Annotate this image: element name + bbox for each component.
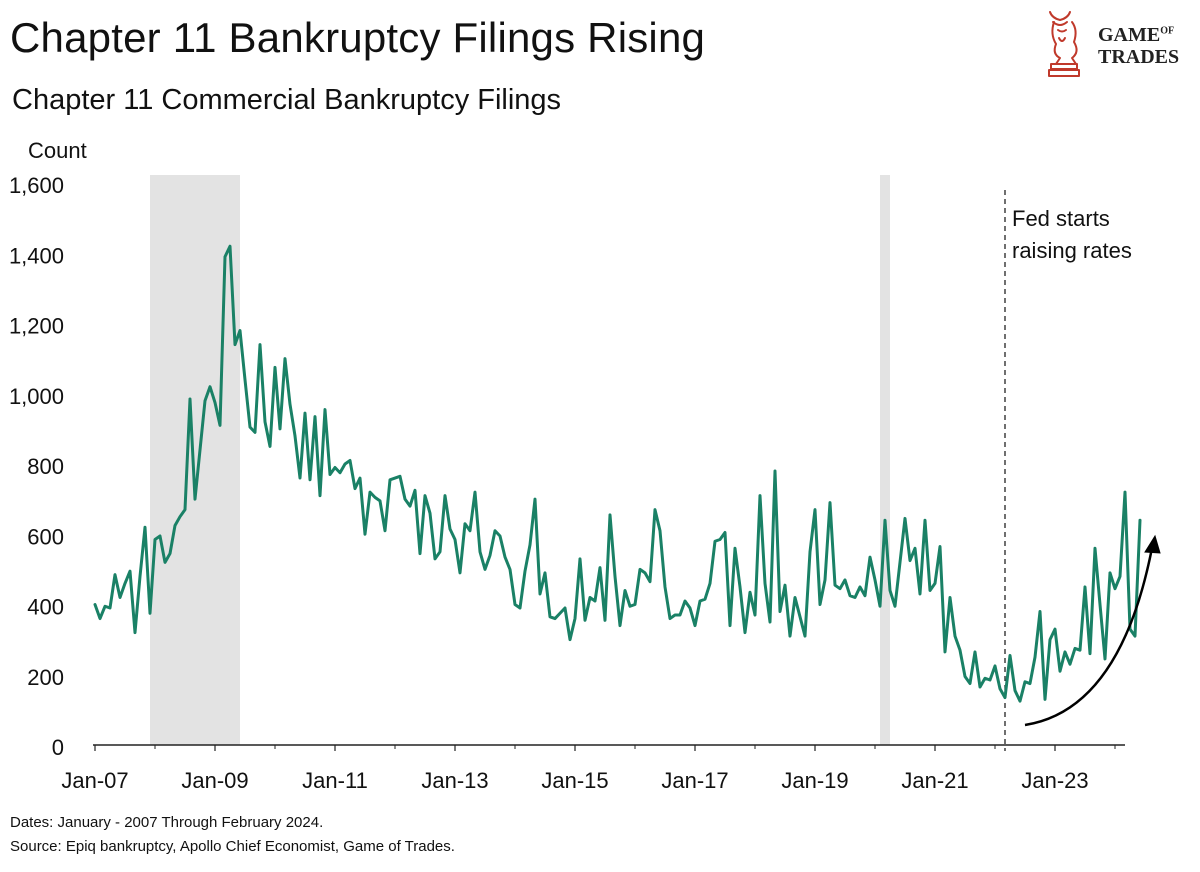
x-tick-label: Jan-13	[421, 768, 488, 793]
logo-text-of: OF	[1160, 25, 1175, 37]
x-tick-label: Jan-19	[781, 768, 848, 793]
rising-arrow	[1024, 534, 1161, 727]
arrow-curve	[1024, 547, 1154, 727]
y-tick-label: 1,200	[9, 314, 64, 339]
y-tick-label: 200	[27, 665, 64, 690]
bull-chess-knight-icon	[1048, 11, 1080, 77]
annotation-line2: raising rates	[1012, 238, 1132, 263]
footer-source: Source: Epiq bankruptcy, Apollo Chief Ec…	[10, 838, 455, 855]
recession-band-1	[880, 175, 890, 745]
annotation-line1: Fed starts	[1012, 206, 1110, 231]
y-tick-label: 1,600	[9, 173, 64, 198]
recession-band-0	[150, 175, 240, 745]
x-tick-label: Jan-09	[181, 768, 248, 793]
chart-subtitle: Chapter 11 Commercial Bankruptcy Filings	[12, 84, 562, 116]
y-tick-label: 600	[27, 524, 64, 549]
logo-text-trades: TRADES	[1098, 46, 1180, 68]
x-tick-label: Jan-15	[541, 768, 608, 793]
series-line-0	[93, 244, 1142, 703]
x-tick-label: Jan-17	[661, 768, 728, 793]
x-tick-label: Jan-07	[61, 768, 128, 793]
arrow-head	[1144, 534, 1161, 554]
fed-annotation: Fed starts raising rates	[1004, 190, 1132, 751]
y-tick-label: 800	[27, 454, 64, 479]
y-axis-label: Count	[28, 138, 87, 163]
y-tick-label: 1,400	[9, 243, 64, 268]
footer-dates: Dates: January - 2007 Through February 2…	[10, 814, 324, 831]
recession-bands	[150, 175, 890, 745]
chart-title: Chapter 11 Bankruptcy Filings Rising	[10, 14, 706, 61]
series-lines	[93, 244, 1142, 703]
y-tick-label: 1,000	[9, 384, 64, 409]
logo-text-game: GAMEOF	[1098, 24, 1175, 46]
y-tick-label: 0	[52, 735, 64, 760]
y-tick-label: 400	[27, 595, 64, 620]
x-tick-label: Jan-21	[901, 768, 968, 793]
x-tick-label: Jan-23	[1021, 768, 1088, 793]
chart-axes: 0 200 400 600 800 1,000 1,200 1,400 1,600 Count Ja…	[9, 138, 1125, 793]
x-tick-label: Jan-11	[302, 768, 368, 793]
